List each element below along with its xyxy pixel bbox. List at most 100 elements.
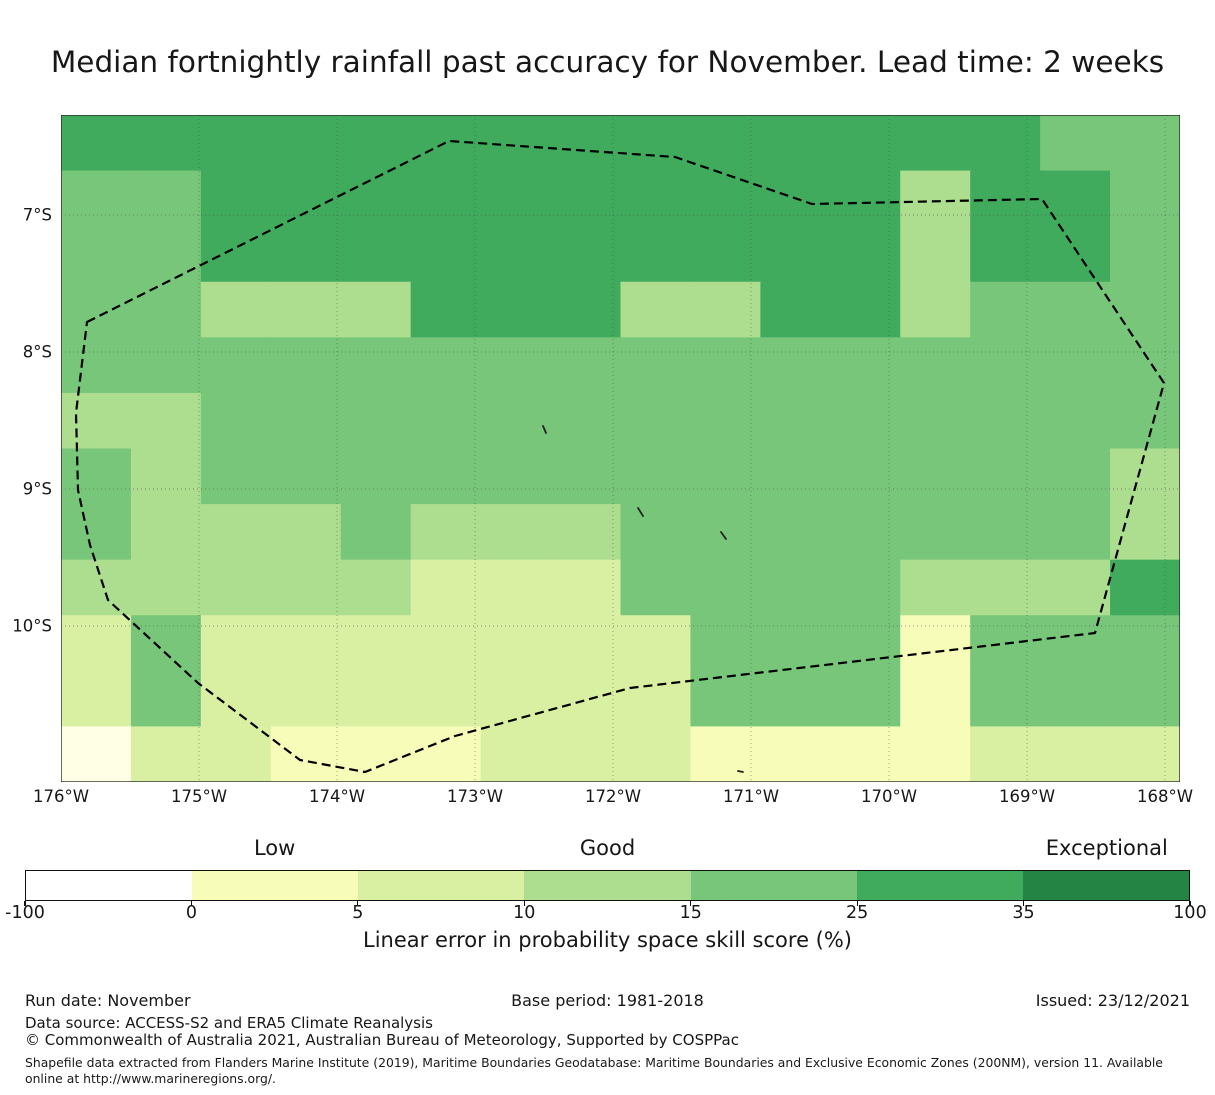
map-cell: [130, 337, 202, 394]
map-cell: [620, 115, 692, 172]
map-cell: [830, 281, 901, 339]
colorbar-segment: [856, 871, 1023, 900]
map-cell: [1110, 392, 1180, 450]
map-cell: [830, 726, 901, 782]
map-cell: [61, 115, 132, 172]
colorbar-tick: [190, 901, 193, 906]
map-cell: [480, 559, 552, 616]
map-cell: [690, 170, 762, 227]
colorbar-axis-label: Linear error in probability space skill …: [363, 928, 852, 952]
map-cell: [900, 392, 971, 450]
map-cell: [830, 337, 901, 394]
colorbar-tick-label: 0: [185, 903, 197, 923]
map-cell: [130, 448, 202, 505]
map-cell: [970, 559, 1041, 616]
map-cell: [620, 726, 692, 782]
map-cell: [550, 115, 622, 172]
map-cell: [620, 226, 692, 283]
map-cell: [200, 670, 272, 728]
colorbar-category-label: Low: [253, 836, 296, 860]
x-tick-label: 170°W: [860, 787, 918, 806]
map-cell: [550, 504, 622, 561]
map-cell: [550, 337, 622, 394]
map-cell: [900, 559, 971, 616]
colorbar-tick: [690, 901, 692, 906]
map-cell: [130, 559, 202, 616]
map-cell: [620, 448, 692, 505]
map-cell: [900, 281, 971, 339]
chart-title: Median fortnightly rainfall past accurac…: [50, 45, 1165, 79]
map-cell: [1040, 281, 1111, 339]
map-cell: [340, 337, 412, 394]
copyright: © Commonwealth of Australia 2021, Austra…: [25, 1031, 739, 1049]
colorbar-tick: [523, 901, 525, 906]
y-tick-label: 9°S: [22, 479, 52, 499]
map-cell: [1110, 170, 1180, 227]
colorbar-segment: [690, 871, 857, 900]
map-cell: [830, 448, 901, 505]
colorbar-segment: [192, 871, 359, 900]
map-cell: [690, 281, 762, 339]
map-cell: [690, 615, 762, 672]
map-cell: [61, 670, 132, 728]
map-cell: [270, 615, 342, 672]
map-cell: [480, 281, 552, 339]
map-cell: [200, 170, 272, 227]
colorbar-segment: [26, 871, 193, 900]
map-cell: [61, 615, 132, 672]
map-cell: [970, 448, 1041, 505]
map-cell: [130, 670, 202, 728]
map-cell: [1110, 337, 1180, 394]
map-cell: [61, 337, 132, 394]
map-cell: [1110, 448, 1180, 505]
map-cell: [1040, 337, 1111, 394]
map-cell: [200, 615, 272, 672]
map-cell: [550, 559, 622, 616]
map-cell: [830, 504, 901, 561]
map-cell: [200, 281, 272, 339]
map-cell: [550, 226, 622, 283]
map-cell: [480, 670, 552, 728]
x-tick-label: 173°W: [446, 787, 504, 806]
map-cell: [340, 504, 412, 561]
map-cell: [410, 726, 482, 782]
map-cell: [970, 726, 1041, 782]
run-date: Run date: November: [25, 991, 191, 1010]
map-cell: [480, 226, 552, 283]
map-cell: [970, 281, 1041, 339]
map-cell: [970, 504, 1041, 561]
map-cell: [270, 392, 342, 450]
map-cell: [900, 726, 971, 782]
map-cell: [1040, 504, 1111, 561]
map-cell: [900, 448, 971, 505]
island-mark: [637, 507, 644, 517]
map-cell: [760, 226, 832, 283]
map-cell: [1110, 670, 1180, 728]
map-cell: [200, 559, 272, 616]
shapefile-note: Shapefile data extracted from Flanders M…: [25, 1055, 1163, 1086]
map-cell: [270, 504, 342, 561]
map-cell: [690, 559, 762, 616]
map-cell: [410, 392, 482, 450]
x-tick-label: 172°W: [584, 787, 642, 806]
colorbar-tick-label: -100: [5, 903, 45, 923]
map-cell: [61, 392, 132, 450]
map-cell: [550, 448, 622, 505]
eez-boundary: [74, 139, 1166, 774]
x-tick-label: 169°W: [998, 787, 1056, 806]
map-cell: [61, 726, 132, 782]
map-cell: [690, 337, 762, 394]
map-cell: [620, 559, 692, 616]
map-cell: [620, 337, 692, 394]
map-cell: [830, 670, 901, 728]
map-cell: [480, 448, 552, 505]
map-cell: [690, 392, 762, 450]
map-cell: [480, 615, 552, 672]
map-svg: [61, 115, 1180, 782]
map-cell: [130, 281, 202, 339]
map-cell: [340, 670, 412, 728]
map-cell: [200, 504, 272, 561]
map-cell: [410, 504, 482, 561]
map-cell: [760, 115, 832, 172]
map-cell: [410, 170, 482, 227]
